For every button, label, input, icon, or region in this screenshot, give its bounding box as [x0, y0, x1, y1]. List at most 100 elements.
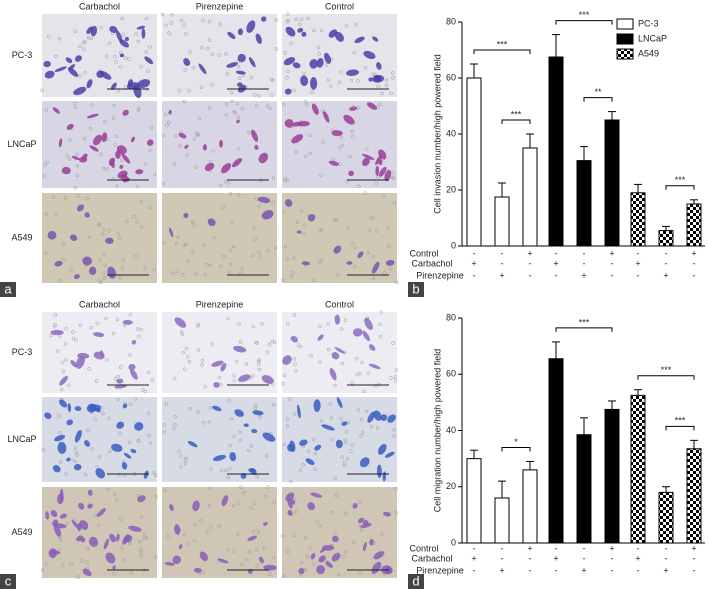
cell — [257, 196, 271, 204]
pore — [329, 438, 334, 442]
cell — [320, 547, 327, 553]
pore — [104, 54, 109, 58]
pore — [312, 28, 316, 33]
pore — [42, 174, 47, 178]
pore — [232, 374, 236, 378]
pore — [249, 75, 254, 80]
pore — [299, 17, 304, 22]
pore — [163, 112, 168, 117]
pore — [94, 379, 99, 383]
cell — [88, 536, 99, 547]
pore — [146, 69, 150, 73]
cell — [331, 130, 343, 137]
cell — [134, 422, 144, 431]
cell — [329, 368, 337, 381]
pore — [58, 538, 63, 542]
pore — [338, 70, 343, 74]
pore — [46, 34, 51, 39]
pore — [144, 50, 148, 54]
pore — [379, 310, 384, 314]
cell — [360, 523, 372, 529]
pore — [218, 264, 223, 268]
pore — [74, 338, 78, 342]
pore — [118, 65, 123, 69]
cell — [213, 382, 220, 388]
condition-mark: - — [529, 565, 532, 575]
pore — [160, 12, 165, 17]
pore — [99, 152, 103, 157]
pore — [164, 401, 169, 406]
pore — [208, 525, 213, 529]
cell — [233, 345, 247, 353]
pore — [144, 16, 149, 21]
condition-mark: - — [693, 270, 696, 280]
pore — [115, 184, 119, 188]
pore — [293, 533, 297, 538]
cell — [220, 363, 227, 372]
pore — [203, 384, 207, 389]
pore — [169, 21, 173, 25]
pore — [375, 426, 380, 430]
pore — [363, 65, 368, 70]
pore — [230, 99, 235, 104]
pore — [205, 262, 209, 267]
pore — [253, 406, 258, 410]
pore — [305, 554, 310, 559]
bar — [466, 77, 482, 247]
cell — [57, 441, 67, 454]
pore — [267, 342, 272, 347]
significance-bracket — [473, 49, 531, 54]
cell — [331, 352, 340, 360]
panel-label-box — [0, 282, 16, 297]
cell — [237, 53, 246, 63]
cell — [333, 245, 342, 254]
condition-mark: - — [473, 248, 476, 258]
pore — [388, 267, 393, 271]
cell — [90, 25, 98, 37]
cell — [334, 347, 345, 354]
cell — [349, 106, 358, 111]
pore — [389, 91, 393, 95]
cell — [50, 329, 64, 336]
pore — [360, 430, 365, 434]
pore — [339, 416, 343, 421]
pore — [265, 350, 270, 354]
pore — [265, 104, 270, 108]
condition-label: Pirenzepine — [416, 270, 464, 280]
y-tick-label: 40 — [446, 128, 456, 138]
pore — [317, 52, 321, 56]
condition-mark: + — [499, 270, 504, 280]
pore — [93, 417, 97, 422]
pore — [255, 548, 259, 552]
cell — [341, 421, 348, 426]
cell — [187, 440, 198, 448]
pore — [64, 358, 68, 362]
pore — [255, 474, 260, 479]
pore — [99, 25, 103, 30]
panel-label-box — [408, 574, 424, 589]
cell — [108, 157, 116, 166]
pore — [172, 162, 177, 166]
pore — [239, 485, 243, 490]
cell — [289, 440, 296, 452]
pore — [172, 426, 176, 431]
pore — [129, 570, 134, 575]
pore — [78, 323, 83, 328]
cell — [363, 50, 376, 59]
column-label: Pirenzepine — [196, 1, 244, 11]
cell — [352, 328, 363, 337]
pore — [340, 455, 344, 459]
pore — [254, 103, 259, 108]
significance-bracket — [555, 20, 613, 25]
cell — [135, 169, 144, 175]
condition-mark: - — [555, 270, 558, 280]
pore — [352, 540, 356, 545]
pore — [219, 468, 224, 473]
pore — [125, 219, 129, 224]
pore — [76, 575, 80, 579]
cell — [307, 213, 316, 222]
pore — [233, 111, 237, 115]
pore — [287, 397, 292, 401]
pore — [306, 449, 311, 453]
significance-label: ** — [594, 87, 602, 97]
